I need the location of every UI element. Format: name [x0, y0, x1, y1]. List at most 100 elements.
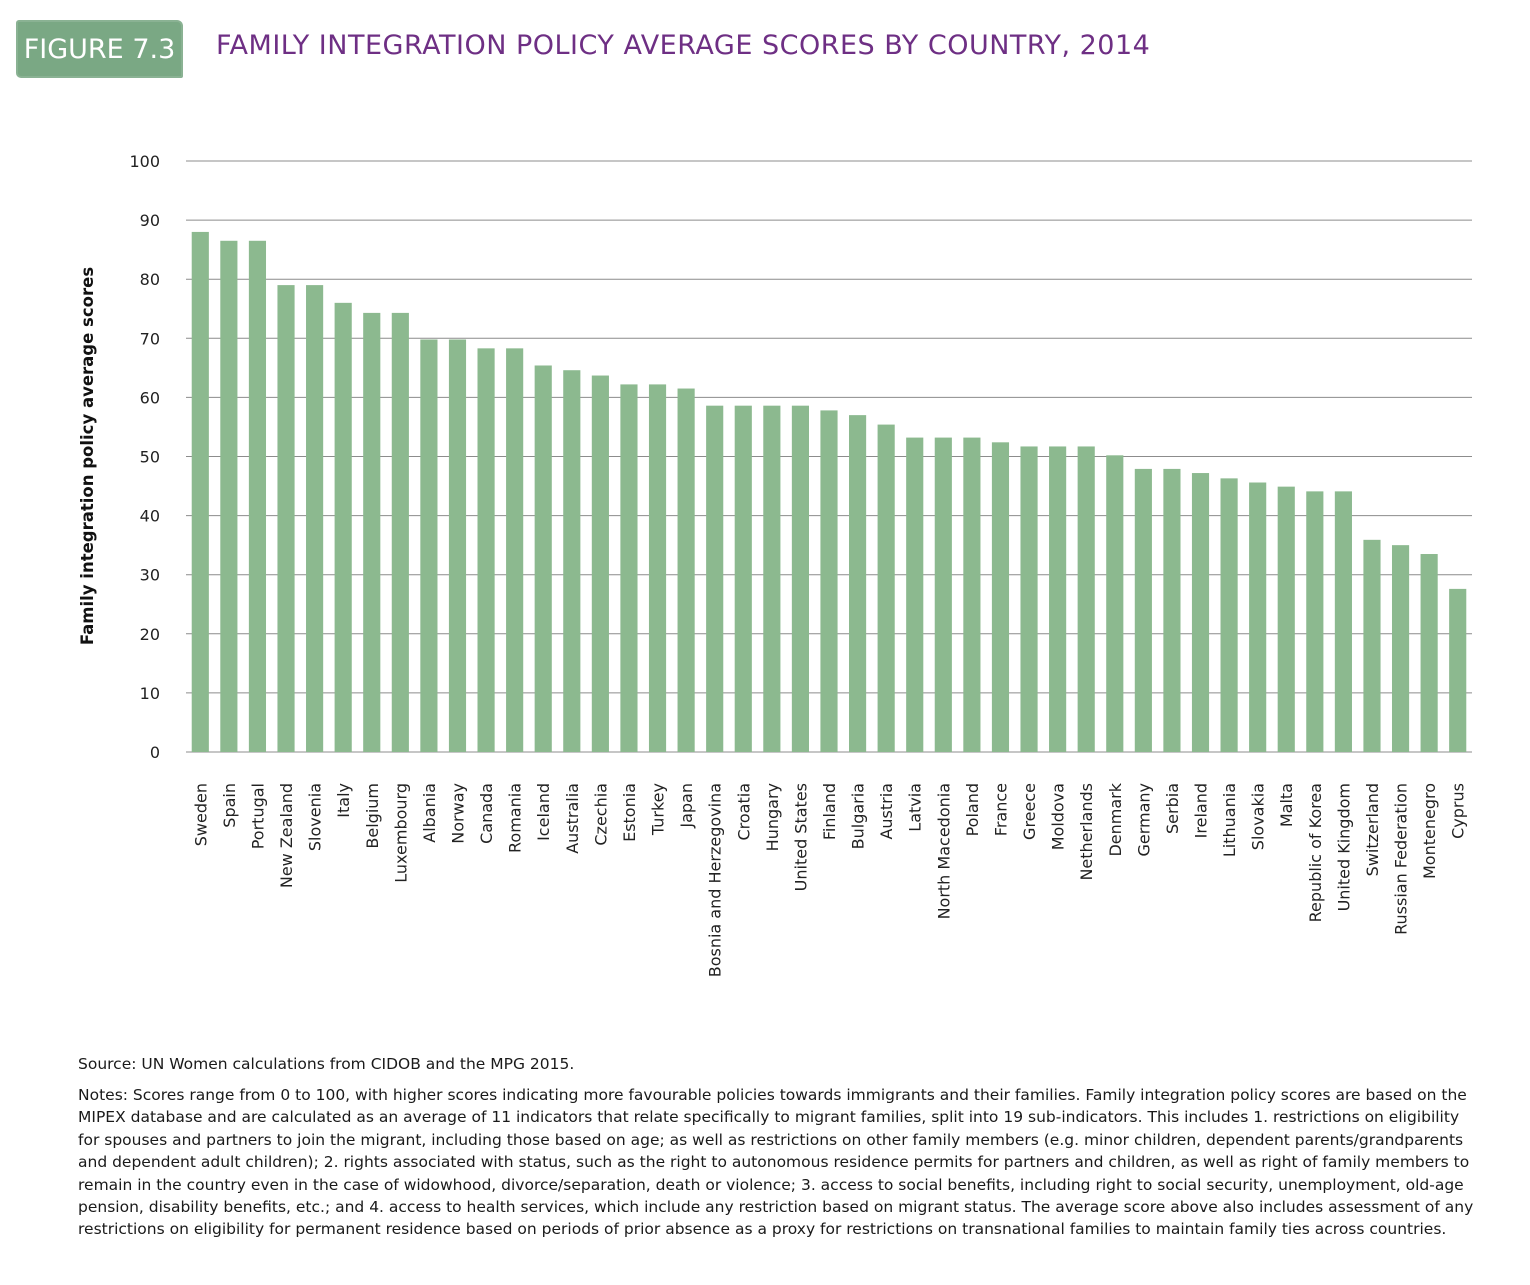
x-tick-label: Sweden: [191, 783, 210, 846]
x-tick-label: Republic of Korea: [1306, 783, 1325, 922]
y-tick-label: 0: [150, 743, 160, 762]
x-tick-labels: Sweden Spain Portugal New Zealand Slovenia It…: [191, 782, 1467, 977]
x-tick-label: Portugal: [248, 783, 267, 849]
bar-malta: [1277, 486, 1295, 752]
y-tick-label: 60: [140, 388, 160, 407]
x-tick-label: United States: [791, 783, 810, 891]
bar-croatia: [734, 405, 752, 752]
x-tick-label: Norway: [448, 783, 467, 844]
x-tick-label: Iceland: [534, 783, 553, 841]
x-tick-label: Latvia: [906, 783, 925, 832]
x-tick-label: Serbia: [1163, 783, 1182, 834]
bar-montenegro: [1420, 554, 1438, 752]
x-tick-label: New Zealand: [277, 783, 296, 888]
bar-switzerland: [1363, 539, 1381, 752]
chart-title: FAMILY INTEGRATION POLICY AVERAGE SCORES…: [216, 30, 1151, 61]
x-tick-label: Cyprus: [1449, 783, 1468, 839]
x-tick-label: Spain: [220, 783, 239, 828]
x-tick-label: Austria: [877, 783, 896, 840]
x-tick-label: Estonia: [620, 783, 639, 842]
x-tick-label: Bosnia and Herzegovina: [706, 783, 725, 977]
y-tick-label: 40: [140, 507, 160, 526]
x-tick-label: Turkey: [649, 783, 668, 836]
bar-italy: [334, 302, 352, 752]
y-tick-label: 20: [140, 625, 160, 644]
x-tick-label: Slovenia: [306, 783, 325, 851]
bar-spain: [220, 240, 238, 752]
bar-hungary: [763, 405, 781, 752]
bar-serbia: [1163, 468, 1181, 752]
bar-lithuania: [1220, 478, 1238, 752]
x-tick-label: Moldova: [1049, 783, 1068, 850]
y-tick-label: 70: [140, 329, 160, 348]
notes-text: Notes: Scores range from 0 to 100, with …: [78, 1086, 1474, 1239]
bar-new-zealand: [277, 285, 295, 752]
x-tick-label: Australia: [563, 783, 582, 854]
x-tick-label: Netherlands: [1077, 783, 1096, 881]
x-tick-label: Denmark: [1106, 782, 1125, 856]
y-tick-label: 10: [140, 684, 160, 703]
bar-denmark: [1106, 455, 1124, 752]
bar-united-kingdom: [1334, 491, 1352, 752]
y-tick-label: 80: [140, 270, 160, 289]
x-tick-label: Luxembourg: [391, 783, 410, 883]
bar-portugal: [248, 240, 267, 752]
bar-luxembourg: [391, 312, 409, 752]
bar-netherlands: [1077, 446, 1095, 752]
x-tick-label: Canada: [477, 783, 496, 844]
bar-iceland: [534, 365, 552, 752]
y-axis-label: Family integration policy average scores: [78, 267, 97, 645]
bar-turkey: [648, 384, 667, 752]
y-tick-label: 30: [140, 566, 160, 585]
x-tick-label: Czechia: [591, 783, 610, 846]
x-tick-label: France: [991, 783, 1010, 836]
x-tick-label: Albania: [420, 783, 439, 843]
bar-poland: [963, 437, 981, 752]
x-tick-label: Slovakia: [1249, 783, 1268, 850]
bar-moldova: [1049, 446, 1067, 752]
x-tick-label: Russian Federation: [1392, 783, 1411, 935]
bar-bosnia-and-herzegovina: [706, 405, 724, 752]
bar-sweden: [191, 231, 209, 753]
bar-germany: [1134, 468, 1152, 752]
bar-bulgaria: [849, 415, 867, 752]
x-tick-label: Ireland: [1192, 783, 1211, 838]
bar-albania: [420, 339, 438, 752]
bar-australia: [563, 370, 581, 752]
bar-slovakia: [1249, 482, 1267, 752]
y-tick-label: 100: [129, 152, 160, 171]
x-tick-label: Lithuania: [1220, 783, 1239, 857]
bar-france: [991, 442, 1010, 752]
bar-united-states: [791, 405, 809, 752]
x-tick-label: Poland: [963, 783, 982, 836]
bar-belgium: [363, 312, 381, 752]
x-tick-label: Malta: [1277, 783, 1296, 827]
bar-cyprus: [1449, 588, 1467, 752]
x-tick-label: Bulgaria: [849, 783, 868, 849]
bar-republic-of-korea: [1306, 491, 1324, 752]
bar-japan: [677, 388, 695, 752]
bar-norway: [448, 339, 467, 752]
x-tick-label: United Kingdom: [1334, 783, 1353, 911]
x-tick-label: Greece: [1020, 783, 1039, 840]
bar-north-macedonia: [934, 437, 952, 752]
source-note: Source: UN Women calculations from CIDOB…: [78, 1055, 575, 1073]
bar-latvia: [906, 437, 924, 752]
bar-canada: [477, 348, 495, 752]
y-tick-label: 50: [140, 448, 160, 467]
x-tick-label: Finland: [820, 783, 839, 840]
figure-label: FIGURE 7.3: [16, 20, 183, 78]
x-tick-label: Switzerland: [1363, 783, 1382, 876]
x-tick-label: Romania: [506, 783, 525, 853]
y-tick-label: 90: [140, 211, 160, 230]
bar-estonia: [620, 384, 638, 752]
bar-russian-federation: [1391, 545, 1410, 752]
bar-greece: [1020, 446, 1038, 752]
x-tick-label: Germany: [1134, 783, 1153, 857]
bar-romania: [506, 348, 524, 752]
x-tick-label: North Macedonia: [934, 783, 953, 919]
x-tick-label: Montenegro: [1420, 783, 1439, 879]
bar-ireland: [1191, 473, 1210, 752]
x-tick-label: Italy: [334, 783, 353, 818]
bar-austria: [877, 424, 895, 752]
